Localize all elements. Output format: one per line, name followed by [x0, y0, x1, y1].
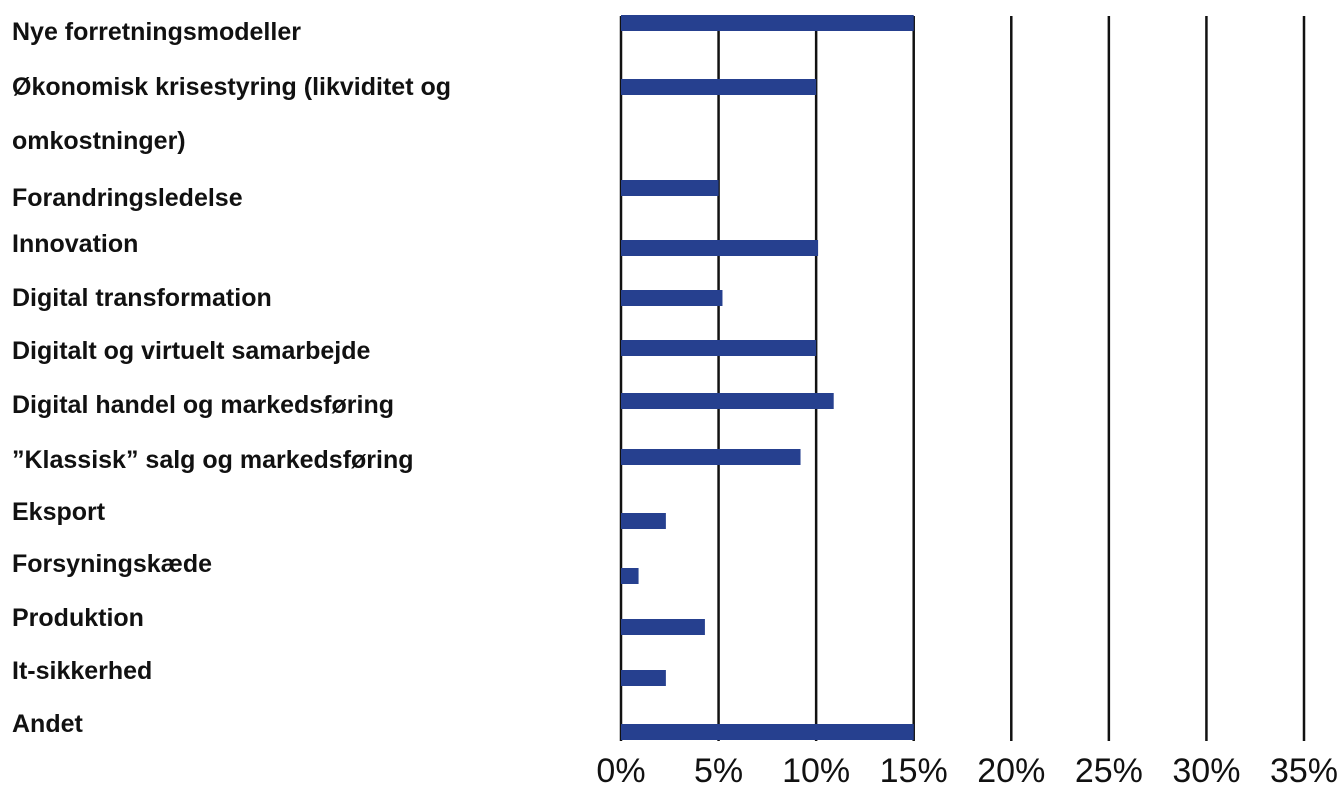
- category-label: Digital transformation: [12, 284, 272, 312]
- bar: [621, 513, 666, 529]
- x-tick-label: 15%: [880, 752, 948, 790]
- category-label: Digitalt og virtuelt samarbejde: [12, 337, 371, 365]
- bar: [621, 290, 723, 306]
- bar: [621, 240, 819, 256]
- bar: [621, 449, 801, 465]
- category-label: Produktion: [12, 604, 144, 632]
- bar: [621, 79, 817, 95]
- category-label: Forsyningskæde: [12, 550, 212, 578]
- category-label: It-sikkerhed: [12, 657, 152, 685]
- category-label: Forandringsledelse: [12, 184, 243, 212]
- x-tick-label: 30%: [1172, 752, 1240, 790]
- category-label: Nye forretningsmodeller: [12, 18, 301, 46]
- bar: [621, 670, 666, 686]
- x-tick-labels: 0% 5% 10% 15% 20% 25% 30% 35%: [596, 752, 1338, 790]
- category-label: Økonomisk krisestyring (likviditet og: [12, 73, 451, 101]
- x-tick-label: 25%: [1075, 752, 1143, 790]
- category-label: Andet: [12, 710, 84, 738]
- bar: [621, 619, 705, 635]
- bars: [621, 15, 914, 740]
- category-label: ”Klassisk” salg og markedsføring: [12, 446, 414, 474]
- gridlines: [619, 16, 1306, 741]
- x-tick-label: 0%: [596, 752, 645, 790]
- bar: [621, 180, 719, 196]
- bar: [621, 15, 914, 31]
- x-tick-label: 20%: [977, 752, 1045, 790]
- x-tick-label: 10%: [782, 752, 850, 790]
- bar: [621, 340, 817, 356]
- x-tick-label: 35%: [1270, 752, 1338, 790]
- category-label: omkostninger): [12, 127, 186, 155]
- bar: [621, 724, 914, 740]
- bar: [621, 568, 639, 584]
- category-label: Innovation: [12, 230, 138, 258]
- category-label: Eksport: [12, 498, 106, 526]
- bar: [621, 393, 834, 409]
- category-label: Digital handel og markedsføring: [12, 391, 394, 419]
- x-tick-label: 5%: [694, 752, 743, 790]
- category-labels: Nye forretningsmodeller Økonomisk krisest…: [12, 18, 451, 738]
